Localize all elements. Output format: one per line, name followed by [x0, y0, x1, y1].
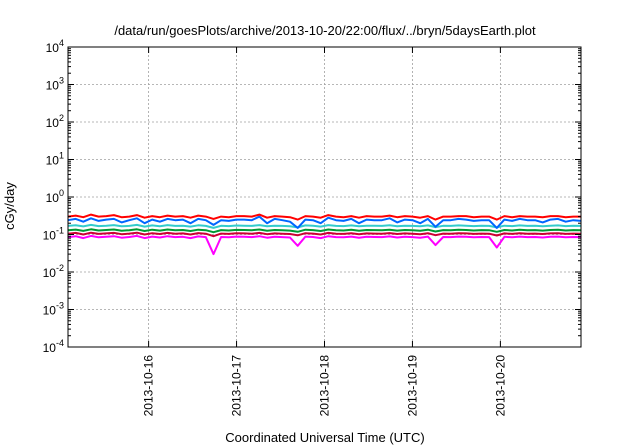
y-tick-label: 10-1 — [43, 226, 64, 243]
x-tick-label: 2013-10-16 — [142, 355, 156, 417]
y-tick-label: 100 — [46, 188, 64, 205]
series-layer — [67, 213, 582, 256]
series-line-0 — [67, 234, 582, 256]
series-line-1 — [67, 231, 582, 238]
series-line-4 — [67, 215, 582, 229]
y-tick-label: 103 — [46, 76, 64, 93]
y-tick-label: 101 — [46, 151, 64, 168]
y-tick-label: 10-4 — [43, 338, 64, 355]
x-tick-label: 2013-10-18 — [318, 355, 332, 417]
y-tick-label: 10-2 — [43, 263, 64, 280]
series-line-2 — [67, 228, 582, 234]
chart-title: /data/run/goesPlots/archive/2013-10-20/2… — [114, 23, 536, 38]
y-tick-label: 10-3 — [43, 301, 64, 318]
y-tick-label: 102 — [46, 113, 64, 130]
series-line-5 — [67, 213, 581, 221]
x-tick-label: 2013-10-17 — [230, 355, 244, 417]
y-axis: 10-4 10-3 10-2 10-1 100 101 102 103 104 — [43, 38, 581, 355]
x-tick-label: 2013-10-19 — [405, 355, 419, 417]
x-axis: 2013-10-16 2013-10-17 2013-10-18 2013-10-19… — [142, 47, 507, 417]
x-tick-label: 2013-10-20 — [493, 355, 507, 417]
x-axis-label: Coordinated Universal Time (UTC) — [225, 430, 424, 445]
y-axis-label: cGy/day — [2, 182, 17, 230]
y-tick-label: 104 — [46, 38, 64, 55]
gridlines — [68, 47, 581, 347]
